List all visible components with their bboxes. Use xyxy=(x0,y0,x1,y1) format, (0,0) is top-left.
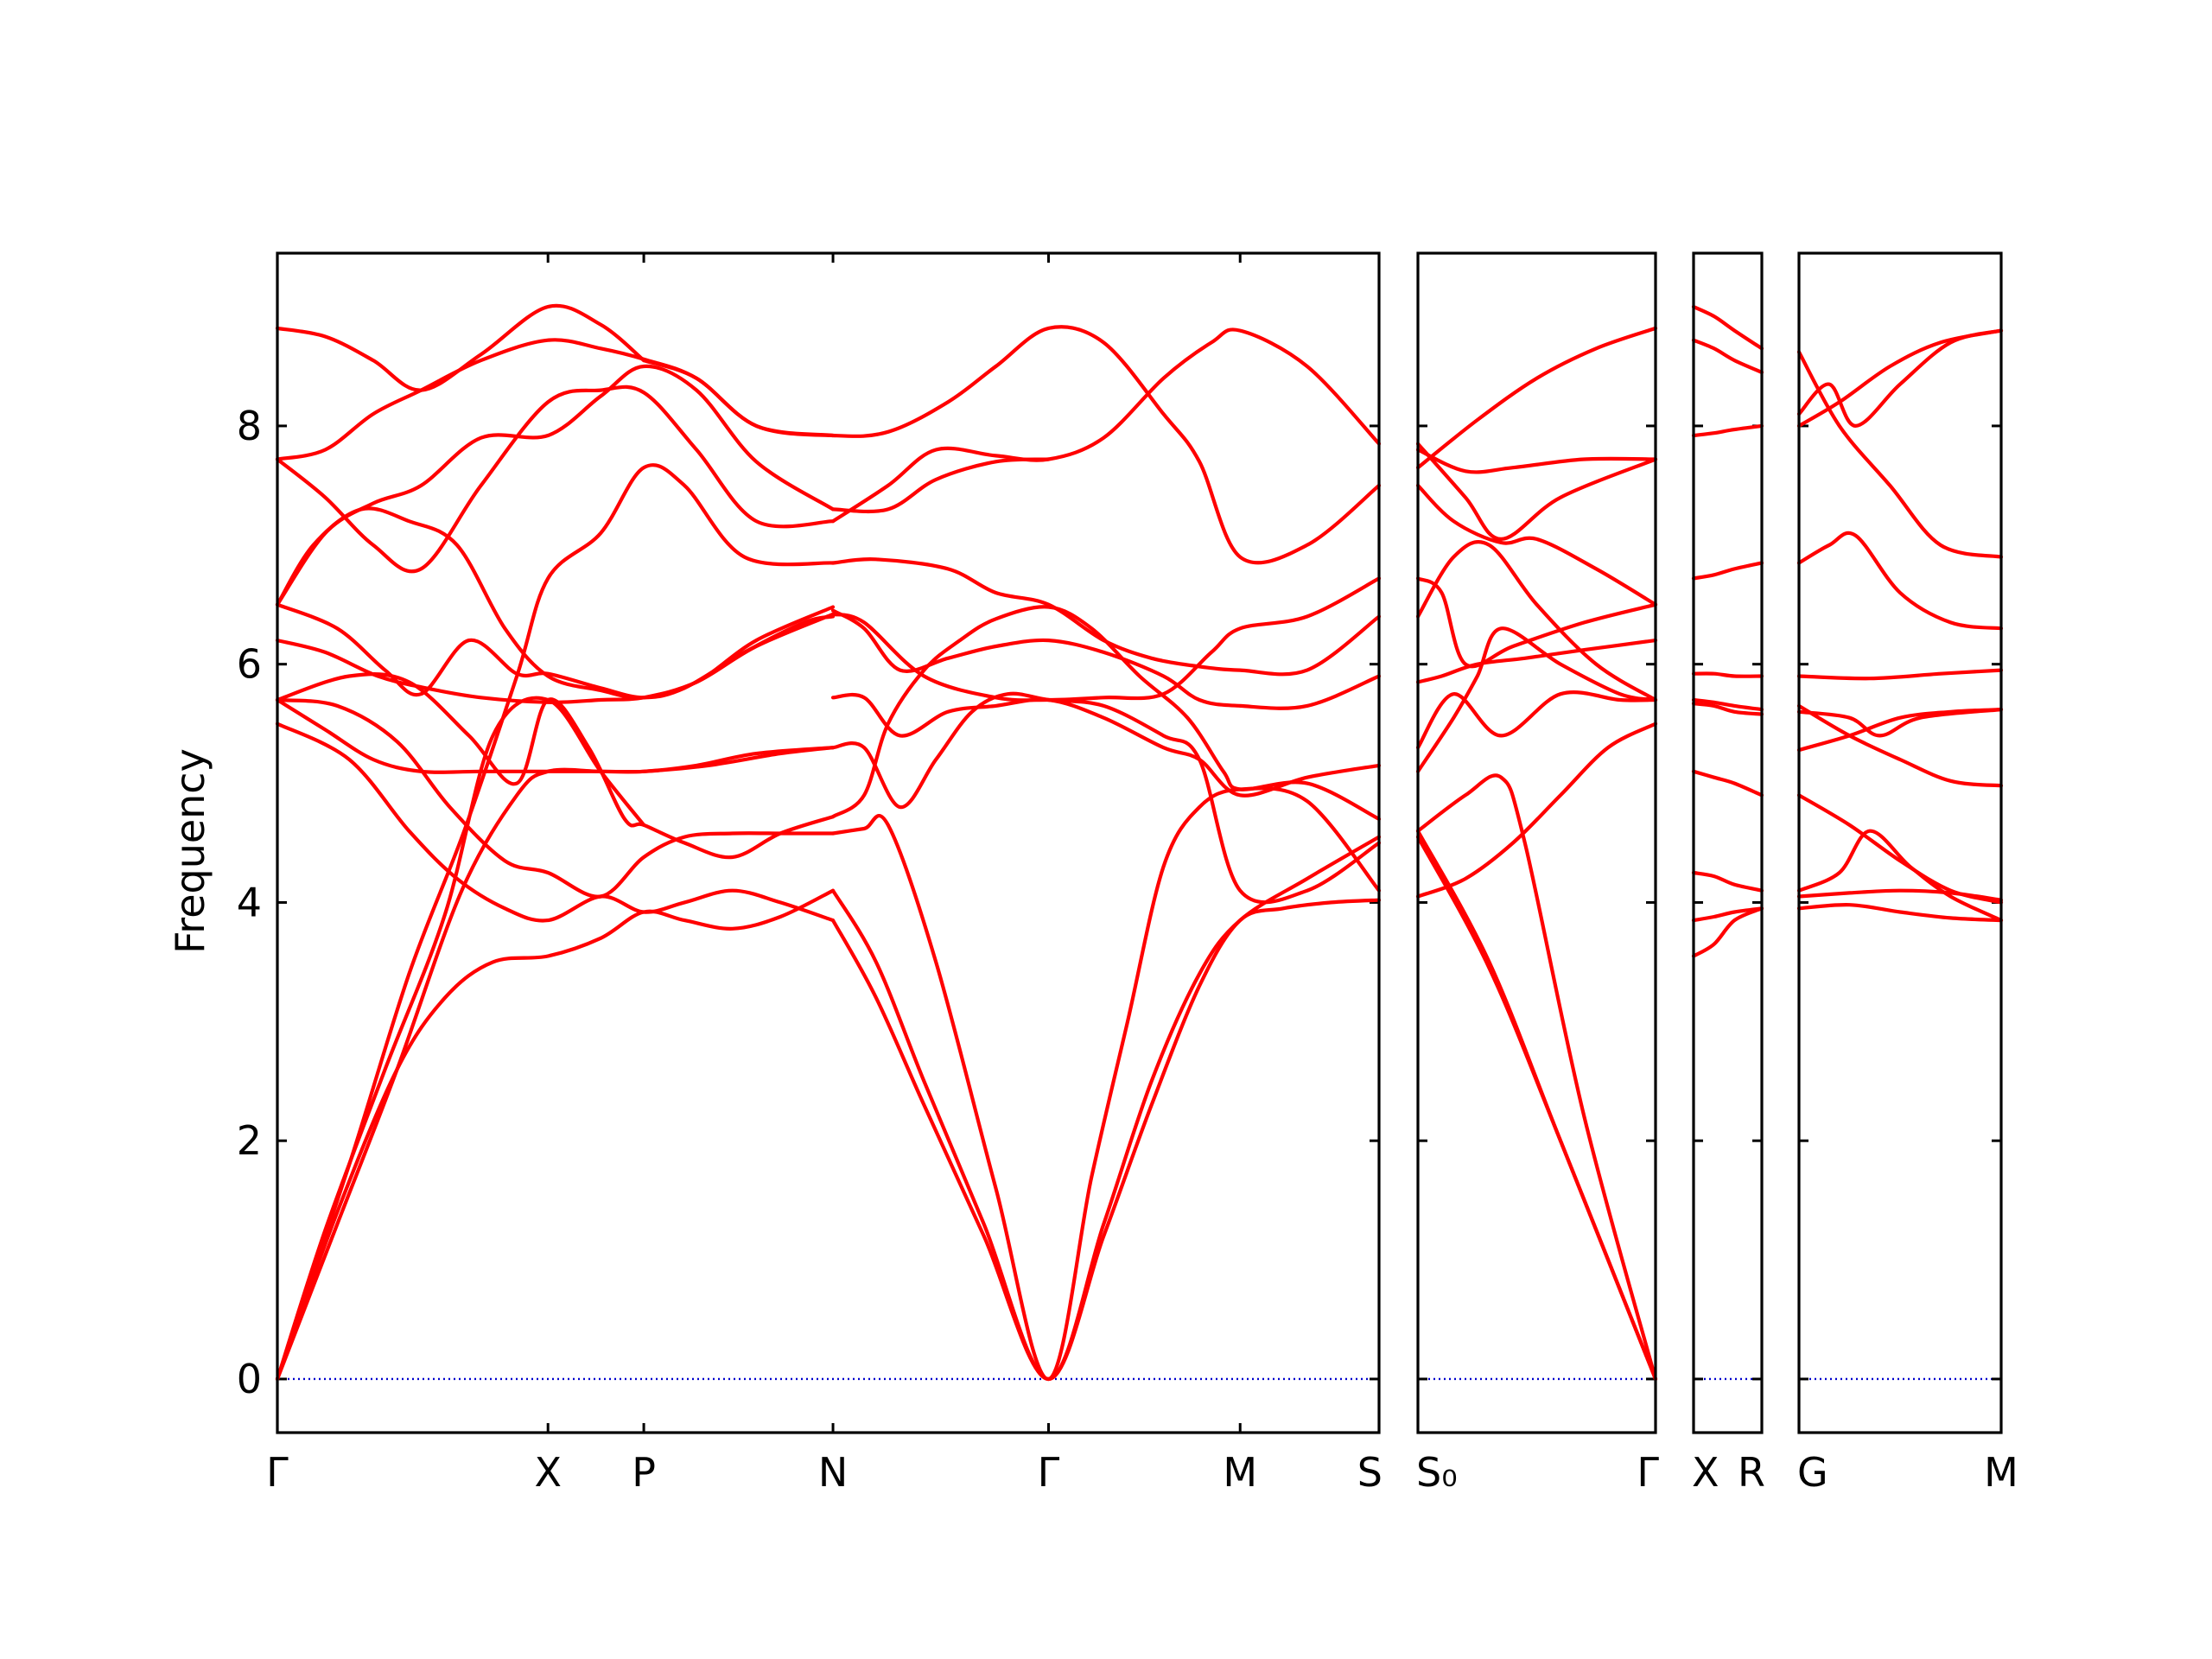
y-tick-label: 6 xyxy=(237,641,262,688)
band-4 xyxy=(275,888,836,1382)
axes-frame xyxy=(1692,251,1764,1434)
axes-frame xyxy=(1797,251,2003,1434)
band-9 xyxy=(1415,576,1658,669)
band-13 xyxy=(275,385,836,574)
band-8 xyxy=(1415,540,1658,702)
x-tick-label: N xyxy=(818,1449,848,1496)
band-6 xyxy=(275,697,836,899)
band-7 xyxy=(275,697,836,774)
x-tick-label: X xyxy=(1692,1449,1719,1496)
panel-4 xyxy=(1796,251,2004,1434)
band-1 xyxy=(1796,903,2004,923)
band-2 xyxy=(1415,835,1658,1382)
band-25 xyxy=(830,786,1382,1382)
band-8 xyxy=(1691,561,1764,581)
x-tick-label: M xyxy=(1223,1449,1257,1496)
x-tick-label: Γ xyxy=(266,1449,289,1496)
band-9 xyxy=(1691,423,1764,438)
band-4 xyxy=(1415,721,1658,899)
band-9 xyxy=(1796,531,2004,631)
band-11 xyxy=(1796,328,2004,428)
x-tick-label: Γ xyxy=(1637,1449,1659,1496)
band-19 xyxy=(830,557,1382,677)
x-tick-label: G xyxy=(1797,1449,1828,1496)
band-22 xyxy=(830,692,1382,798)
panel-2 xyxy=(1415,251,1658,1434)
band-6 xyxy=(1691,697,1764,712)
band-12 xyxy=(1796,350,2004,559)
y-axis-label: Frequency xyxy=(167,748,213,954)
band-2 xyxy=(1691,906,1764,923)
band-2 xyxy=(275,463,836,1382)
band-10 xyxy=(1415,483,1658,607)
band-10 xyxy=(275,602,836,700)
band-27 xyxy=(830,898,1382,1382)
band-1 xyxy=(1415,829,1658,1382)
band-15 xyxy=(275,303,646,392)
band-5 xyxy=(1691,702,1764,716)
band-16 xyxy=(642,325,1382,565)
band-4 xyxy=(1691,769,1764,798)
band-7 xyxy=(1796,703,2004,788)
band-6 xyxy=(1796,708,2004,738)
band-4 xyxy=(1796,793,2004,905)
band-18 xyxy=(830,457,1051,514)
band-8 xyxy=(1796,668,2004,681)
x-tick-label: R xyxy=(1738,1449,1765,1496)
band-3 xyxy=(1796,829,2004,923)
band-23 xyxy=(830,691,1382,905)
band-12 xyxy=(1415,442,1658,541)
band-11 xyxy=(1415,448,1658,474)
y-tick-label: 8 xyxy=(237,403,262,449)
band-13 xyxy=(1415,326,1658,470)
y-tick-label: 4 xyxy=(237,879,262,925)
band-9 xyxy=(275,612,836,704)
x-tick-label: P xyxy=(632,1449,656,1496)
y-tick-label: 2 xyxy=(237,1117,262,1164)
band-3 xyxy=(275,746,836,1382)
panel-1 xyxy=(275,251,1382,1434)
band-3 xyxy=(1415,773,1658,1382)
band-12 xyxy=(275,364,836,607)
band-3 xyxy=(1691,870,1764,893)
band-1 xyxy=(1691,906,1764,958)
band-17 xyxy=(830,327,1382,524)
band-21 xyxy=(830,608,1382,710)
band-24 xyxy=(830,605,1382,821)
band-1 xyxy=(275,696,646,1382)
band-5 xyxy=(275,721,836,923)
x-tick-label: M xyxy=(1984,1449,2018,1496)
x-tick-label: S xyxy=(1357,1449,1382,1496)
axes-frame xyxy=(1416,251,1657,1434)
band-7 xyxy=(1415,639,1658,684)
x-tick-label: X xyxy=(534,1449,562,1496)
band-6 xyxy=(1415,690,1658,750)
y-tick-label: 0 xyxy=(237,1356,262,1402)
axes-frame xyxy=(276,251,1381,1434)
x-tick-label: S₀ xyxy=(1416,1449,1458,1496)
band-8 xyxy=(275,672,836,860)
band-10 xyxy=(1691,338,1764,374)
band-7 xyxy=(1691,671,1764,678)
band-20 xyxy=(830,576,1382,702)
band-14 xyxy=(275,338,836,461)
panel-3 xyxy=(1691,251,1764,1434)
band-5 xyxy=(1415,626,1658,773)
x-tick-label: Γ xyxy=(1038,1449,1060,1496)
band-11 xyxy=(1691,304,1764,351)
